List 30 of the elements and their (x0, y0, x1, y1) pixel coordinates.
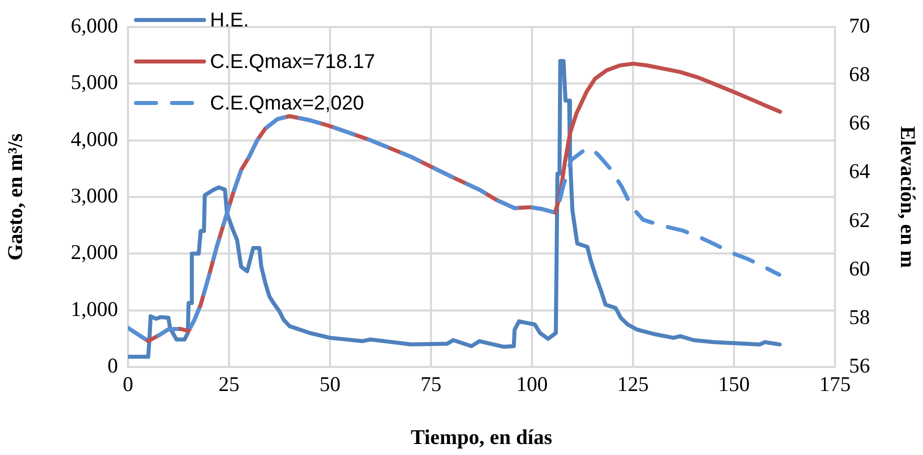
y-axis-title: Gasto, en m³/s (3, 133, 28, 261)
legend-label: C.E.Qmax=2,020 (210, 92, 364, 115)
x-tick-label: 175 (819, 372, 851, 396)
y2-tick-label: 70 (849, 14, 870, 38)
y-tick-label: 5,000 (70, 70, 118, 94)
y-tick-label: 0 (108, 354, 118, 378)
x-tick-label: 25 (218, 372, 240, 396)
x-tick-label: 50 (320, 372, 340, 396)
y-tick-label: 4,000 (70, 126, 118, 151)
y2-axis-title: Elevación, en m (896, 126, 920, 268)
y2-tick-label: 62 (849, 208, 870, 232)
y-tick-label: 2,000 (70, 240, 118, 264)
y2-tick-label: 64 (849, 159, 870, 184)
y2-tick-label: 56 (849, 354, 870, 378)
y-tick-label: 6,000 (70, 14, 118, 38)
y2-tick-label: 58 (849, 304, 870, 329)
x-tick-label: 125 (617, 372, 649, 396)
y-tick-label: 1,000 (70, 296, 118, 321)
x-tick-label: 150 (718, 372, 750, 396)
y2-tick-label: 66 (849, 110, 870, 135)
y2-tick-label: 60 (849, 256, 870, 280)
x-tick-label: 100 (516, 372, 548, 396)
x-tick-label: 0 (122, 372, 134, 396)
x-axis-title: Tiempo, en días (410, 424, 552, 449)
legend-label: C.E.Qmax=718.17 (210, 51, 376, 74)
x-tick-label: 75 (420, 372, 442, 396)
y-tick-label: 3,000 (70, 184, 118, 208)
y2-tick-label: 68 (849, 62, 870, 86)
legend-label: H.E. (210, 10, 249, 32)
line-series (128, 114, 782, 344)
